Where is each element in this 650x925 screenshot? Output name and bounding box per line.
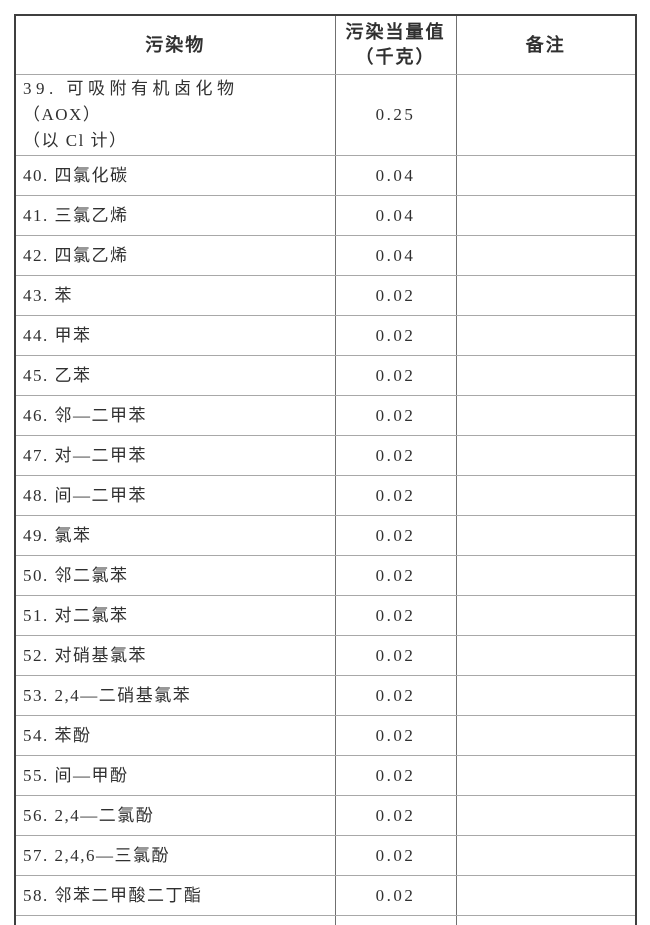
- table-row: 57. 2,4,6—三氯酚 0.02: [14, 835, 637, 876]
- remark-cell: [455, 755, 637, 796]
- equivalent-value-cell: 0.02: [334, 595, 457, 636]
- pollutant-name-cell: 50. 邻二氯苯: [14, 555, 336, 596]
- pollutant-name-cell: 52. 对硝基氯苯: [14, 635, 336, 676]
- remark-cell: [455, 875, 637, 916]
- pollutant-name-cell: 54. 苯酚: [14, 715, 336, 756]
- table-header: 污染物 污染当量值 （千克） 备注: [14, 14, 637, 75]
- remark-cell: [455, 235, 637, 276]
- remark-cell: [455, 395, 637, 436]
- equivalent-value-cell: 0.02: [334, 715, 457, 756]
- pollutant-name-cell: 44. 甲苯: [14, 315, 336, 356]
- pollutant-name-cell: 40. 四氯化碳: [14, 155, 336, 196]
- remark-cell: [455, 315, 637, 356]
- equivalent-value-cell: 0.02: [334, 675, 457, 716]
- remark-cell: [455, 675, 637, 716]
- pollutant-name-cell: 49. 氯苯: [14, 515, 336, 556]
- header-remark: 备注: [455, 14, 637, 75]
- equivalent-value-cell: 0.02: [334, 555, 457, 596]
- equivalent-value-cell: 0.02: [334, 435, 457, 476]
- equivalent-value-cell: 0.02: [334, 395, 457, 436]
- remark-cell: [455, 74, 637, 156]
- pollutant-name-cell: 55. 间—甲酚: [14, 755, 336, 796]
- pollutant-name-cell: 45. 乙苯: [14, 355, 336, 396]
- pollutant-equivalent-table: 污染物 污染当量值 （千克） 备注 39. 可吸附有机卤化物（AOX） （以 C…: [14, 14, 637, 925]
- table-row: 50. 邻二氯苯 0.02: [14, 555, 637, 596]
- equivalent-value-cell: 0.04: [334, 195, 457, 236]
- table-row: 58. 邻苯二甲酸二丁酯 0.02: [14, 875, 637, 916]
- equivalent-value-cell: 0.02: [334, 275, 457, 316]
- remark-cell: [455, 475, 637, 516]
- equivalent-value-cell: 0.02: [334, 515, 457, 556]
- remark-cell: [455, 275, 637, 316]
- pollutant-name-cell: 57. 2,4,6—三氯酚: [14, 835, 336, 876]
- pollutant-name-cell: 43. 苯: [14, 275, 336, 316]
- pollutant-name-cell: 47. 对—二甲苯: [14, 435, 336, 476]
- pollutant-name-cell: 59. 邻苯二甲酸二辛酯: [14, 915, 336, 925]
- table-row: 46. 邻—二甲苯 0.02: [14, 395, 637, 436]
- equivalent-value-cell: 0.02: [334, 795, 457, 836]
- equivalent-value-cell: 0.02: [334, 755, 457, 796]
- equivalent-value-cell: 0.02: [334, 875, 457, 916]
- pollutant-name-cell: 48. 间—二甲苯: [14, 475, 336, 516]
- table-body: 39. 可吸附有机卤化物（AOX） （以 Cl 计） 0.25 40. 四氯化碳…: [14, 74, 637, 925]
- table-row: 52. 对硝基氯苯 0.02: [14, 635, 637, 676]
- table-row: 49. 氯苯 0.02: [14, 515, 637, 556]
- pollutant-name-cell: 53. 2,4—二硝基氯苯: [14, 675, 336, 716]
- table-row: 39. 可吸附有机卤化物（AOX） （以 Cl 计） 0.25: [14, 74, 637, 156]
- remark-cell: [455, 635, 637, 676]
- remark-cell: [455, 155, 637, 196]
- remark-cell: [455, 835, 637, 876]
- equivalent-value-cell: 0.04: [334, 235, 457, 276]
- pollutant-name-cell: 39. 可吸附有机卤化物（AOX） （以 Cl 计）: [14, 74, 336, 156]
- remark-cell: [455, 355, 637, 396]
- pollutant-name-cell: 42. 四氯乙烯: [14, 235, 336, 276]
- pollutant-name-cell: 58. 邻苯二甲酸二丁酯: [14, 875, 336, 916]
- equivalent-value-cell: 0.02: [334, 475, 457, 516]
- pollutant-name-cell: 51. 对二氯苯: [14, 595, 336, 636]
- table-row: 55. 间—甲酚 0.02: [14, 755, 637, 796]
- equivalent-value-cell: 0.02: [334, 315, 457, 356]
- table-row: 40. 四氯化碳 0.04: [14, 155, 637, 196]
- table-row: 41. 三氯乙烯 0.04: [14, 195, 637, 236]
- table-row: 53. 2,4—二硝基氯苯 0.02: [14, 675, 637, 716]
- table-row: 48. 间—二甲苯 0.02: [14, 475, 637, 516]
- equivalent-value-cell: 0.25: [334, 74, 457, 156]
- equivalent-value-cell: 0.02: [334, 635, 457, 676]
- remark-cell: [455, 915, 637, 925]
- header-pollutant: 污染物: [14, 14, 336, 75]
- table-row: 51. 对二氯苯 0.02: [14, 595, 637, 636]
- table-row: 54. 苯酚 0.02: [14, 715, 637, 756]
- remark-cell: [455, 595, 637, 636]
- remark-cell: [455, 715, 637, 756]
- table-row: 45. 乙苯 0.02: [14, 355, 637, 396]
- table-row: 56. 2,4—二氯酚 0.02: [14, 795, 637, 836]
- table-row: 47. 对—二甲苯 0.02: [14, 435, 637, 476]
- pollutant-name-cell: 41. 三氯乙烯: [14, 195, 336, 236]
- equivalent-value-cell: 0.04: [334, 155, 457, 196]
- table-row: 44. 甲苯 0.02: [14, 315, 637, 356]
- equivalent-value-cell: 0.02: [334, 835, 457, 876]
- equivalent-value-cell: 0.02: [334, 355, 457, 396]
- table-header-row: 污染物 污染当量值 （千克） 备注: [14, 14, 637, 75]
- header-equivalent-value: 污染当量值 （千克）: [334, 14, 457, 75]
- pollutant-name-cell: 46. 邻—二甲苯: [14, 395, 336, 436]
- remark-cell: [455, 435, 637, 476]
- equivalent-value-cell: 0.02: [334, 915, 457, 925]
- table-row: 59. 邻苯二甲酸二辛酯 0.02: [14, 915, 637, 925]
- remark-cell: [455, 795, 637, 836]
- remark-cell: [455, 515, 637, 556]
- remark-cell: [455, 195, 637, 236]
- remark-cell: [455, 555, 637, 596]
- table-row: 43. 苯 0.02: [14, 275, 637, 316]
- pollutant-name-cell: 56. 2,4—二氯酚: [14, 795, 336, 836]
- table-row: 42. 四氯乙烯 0.04: [14, 235, 637, 276]
